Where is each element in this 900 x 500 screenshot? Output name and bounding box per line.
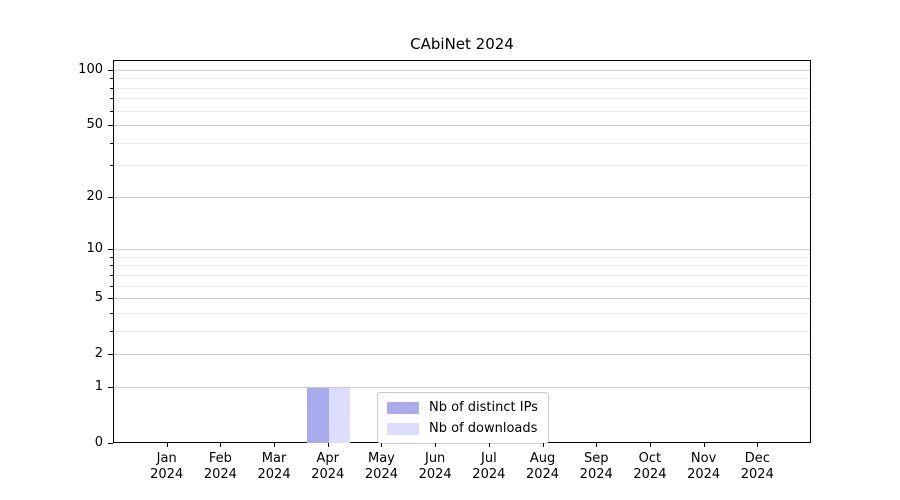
minor-gridline	[114, 330, 810, 332]
y-minor-tick-mark	[110, 274, 113, 276]
x-tick-label: Jun 2024	[418, 451, 452, 482]
x-tick-mark	[649, 443, 651, 447]
x-tick-label: Sep 2024	[579, 451, 613, 482]
legend-item: Nb of downloads	[387, 420, 538, 437]
y-tick-label: 5	[94, 290, 103, 306]
y-tick-mark	[108, 196, 113, 198]
minor-gridline	[114, 165, 810, 167]
bar-nb-of-downloads	[328, 387, 351, 443]
x-tick-label: Oct 2024	[633, 451, 667, 482]
y-tick-label: 10	[86, 241, 103, 257]
y-tick-label: 100	[78, 61, 103, 77]
y-tick-mark	[108, 298, 113, 300]
x-tick-mark	[381, 443, 383, 447]
x-tick-mark	[757, 443, 759, 447]
x-tick-mark	[166, 443, 168, 447]
minor-gridline	[114, 142, 810, 144]
y-minor-tick-mark	[110, 312, 113, 314]
y-minor-tick-mark	[110, 330, 113, 332]
y-minor-tick-mark	[110, 78, 113, 80]
y-minor-tick-mark	[110, 265, 113, 267]
minor-gridline	[114, 110, 810, 112]
minor-gridline	[114, 87, 810, 89]
legend-label: Nb of distinct IPs	[429, 400, 538, 415]
y-tick-mark	[108, 354, 113, 356]
minor-gridline	[114, 285, 810, 287]
y-tick-mark	[108, 69, 113, 71]
x-tick-mark	[435, 443, 437, 447]
major-gridline	[114, 125, 810, 127]
y-minor-tick-mark	[110, 142, 113, 144]
x-tick-mark	[596, 443, 598, 447]
x-tick-mark	[542, 443, 544, 447]
x-tick-label: Aug 2024	[525, 451, 560, 482]
y-minor-tick-mark	[110, 256, 113, 258]
y-minor-tick-mark	[110, 165, 113, 167]
x-tick-label: Mar 2024	[257, 451, 291, 482]
x-tick-label: Dec 2024	[740, 451, 774, 482]
x-tick-mark	[703, 443, 705, 447]
y-minor-tick-mark	[110, 87, 113, 89]
minor-gridline	[114, 274, 810, 276]
x-tick-label: Apr 2024	[311, 451, 345, 482]
y-tick-mark	[108, 125, 113, 127]
major-gridline	[114, 196, 810, 198]
minor-gridline	[114, 265, 810, 267]
legend-swatch	[387, 401, 419, 414]
major-gridline	[114, 249, 810, 251]
major-gridline	[114, 69, 810, 71]
y-tick-mark	[108, 249, 113, 251]
y-tick-label: 20	[86, 188, 103, 204]
minor-gridline	[114, 98, 810, 100]
legend-swatch	[387, 422, 419, 435]
major-gridline	[114, 354, 810, 356]
y-tick-label: 1	[94, 378, 103, 394]
x-tick-label: Jul 2024	[472, 451, 506, 482]
y-tick-mark	[108, 443, 113, 444]
x-tick-label: Nov 2024	[687, 451, 721, 482]
major-gridline	[114, 386, 810, 388]
chart-title: CAbiNet 2024	[410, 35, 514, 53]
legend-item: Nb of distinct IPs	[387, 399, 538, 416]
y-minor-tick-mark	[110, 285, 113, 287]
x-tick-mark	[274, 443, 276, 447]
x-tick-mark	[488, 443, 490, 447]
y-tick-label: 50	[86, 117, 103, 133]
minor-gridline	[114, 312, 810, 314]
minor-gridline	[114, 256, 810, 258]
bar-nb-of-distinct-ips	[307, 387, 329, 443]
x-tick-label: May 2024	[364, 451, 398, 482]
y-tick-mark	[108, 386, 113, 388]
minor-gridline	[114, 78, 810, 80]
x-tick-label: Feb 2024	[203, 451, 237, 482]
major-gridline	[114, 298, 810, 300]
y-minor-tick-mark	[110, 110, 113, 112]
plot-area	[113, 60, 811, 443]
x-tick-mark	[327, 443, 329, 447]
x-tick-mark	[220, 443, 222, 447]
legend: Nb of distinct IPs Nb of downloads	[377, 392, 549, 444]
x-tick-label: Jan 2024	[150, 451, 184, 482]
y-tick-label: 2	[94, 346, 103, 362]
y-tick-label: 0	[94, 435, 103, 450]
legend-label: Nb of downloads	[429, 421, 538, 436]
y-minor-tick-mark	[110, 98, 113, 100]
